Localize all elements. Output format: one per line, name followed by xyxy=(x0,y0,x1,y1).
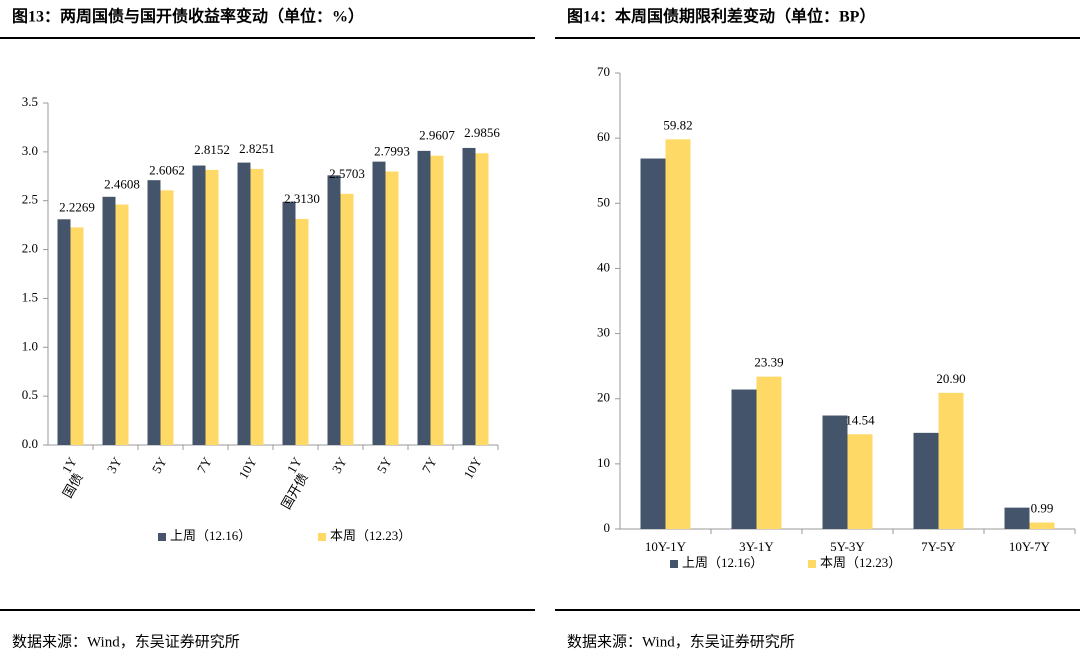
bar xyxy=(250,168,264,445)
bar xyxy=(417,150,431,445)
data-label: 23.39 xyxy=(754,355,783,370)
data-label: 20.90 xyxy=(936,371,965,386)
bar xyxy=(237,162,251,445)
bar xyxy=(57,219,71,445)
y-tick-label: 1.0 xyxy=(22,338,38,353)
data-label: 14.54 xyxy=(845,412,875,427)
y-tick-label: 3.5 xyxy=(22,94,38,109)
y-tick-label: 40 xyxy=(597,259,610,274)
x-tick-label: 1Y xyxy=(284,454,305,476)
bar xyxy=(756,376,782,529)
data-label: 2.9856 xyxy=(464,125,500,140)
y-tick-label: 60 xyxy=(597,129,610,144)
bar xyxy=(822,415,848,529)
y-tick-label: 2.0 xyxy=(22,241,38,256)
legend-swatch xyxy=(318,533,326,541)
data-label: 2.8251 xyxy=(239,141,275,156)
y-tick-label: 50 xyxy=(597,194,610,209)
x-tick-label: 7Y-5Y xyxy=(921,539,956,554)
bar xyxy=(147,180,161,446)
y-tick-label: 70 xyxy=(597,64,610,79)
bar xyxy=(70,227,84,445)
chart-title: 图14：本周国债期限利差变动（单位：BP） xyxy=(567,7,875,26)
bar xyxy=(640,158,666,529)
bar xyxy=(385,171,399,446)
bar xyxy=(1004,507,1030,529)
bar xyxy=(913,432,939,529)
y-tick-label: 0 xyxy=(604,520,611,535)
x-tick-label: 3Y xyxy=(329,454,350,476)
data-label: 2.3130 xyxy=(284,191,320,206)
bar xyxy=(160,190,174,445)
y-tick-label: 10 xyxy=(597,455,610,470)
x-tick-label: 3Y xyxy=(104,454,125,476)
x-tick-label: 10Y-7Y xyxy=(1009,539,1051,554)
data-label: 2.9607 xyxy=(419,128,455,143)
bar xyxy=(295,218,309,445)
data-label: 2.2269 xyxy=(59,199,95,214)
x-group-label: 国债 xyxy=(60,470,86,500)
x-group-label: 国开债 xyxy=(278,470,310,511)
bar xyxy=(847,434,873,529)
x-tick-label: 10Y xyxy=(235,454,259,481)
x-tick-label: 10Y xyxy=(460,454,484,481)
x-tick-label: 10Y-1Y xyxy=(645,539,687,554)
bar xyxy=(282,201,296,445)
y-tick-label: 20 xyxy=(597,390,610,405)
bar xyxy=(475,153,489,445)
legend-swatch xyxy=(808,560,816,568)
y-tick-label: 0.5 xyxy=(22,387,38,402)
bar xyxy=(938,392,964,529)
bar xyxy=(115,204,129,445)
legend-label: 本周（12.23） xyxy=(820,555,901,570)
bar xyxy=(327,175,341,445)
data-label: 2.8152 xyxy=(194,142,230,157)
legend-swatch xyxy=(158,533,166,541)
x-tick-label: 7Y xyxy=(419,454,440,476)
legend-label: 上周（12.16） xyxy=(682,555,763,570)
data-label: 2.4608 xyxy=(104,177,140,192)
bar xyxy=(665,139,691,529)
chart-title: 图13：两周国债与国开债收益率变动（单位：%） xyxy=(12,7,364,26)
bar xyxy=(731,389,757,529)
x-tick-label: 5Y xyxy=(149,454,170,476)
x-tick-label: 1Y xyxy=(59,454,80,476)
x-tick-label: 5Y-3Y xyxy=(830,539,865,554)
y-tick-label: 30 xyxy=(597,325,610,340)
bar xyxy=(430,155,444,445)
y-tick-label: 2.5 xyxy=(22,192,38,207)
data-label: 2.7993 xyxy=(374,143,410,158)
bar xyxy=(205,169,219,446)
y-tick-label: 0.0 xyxy=(22,436,38,451)
bar xyxy=(192,165,206,445)
data-label: 0.99 xyxy=(1031,501,1054,516)
x-tick-label: 7Y xyxy=(194,454,215,476)
data-label: 59.82 xyxy=(663,117,692,132)
source: 数据来源：Wind，东吴证券研究所 xyxy=(567,633,795,650)
legend-label: 上周（12.16） xyxy=(170,528,251,543)
source: 数据来源：Wind，东吴证券研究所 xyxy=(12,633,240,650)
bar xyxy=(340,193,354,445)
bar xyxy=(372,161,386,445)
x-tick-label: 5Y xyxy=(374,454,395,476)
y-tick-label: 1.5 xyxy=(22,289,38,304)
bar xyxy=(462,147,476,445)
y-tick-label: 3.0 xyxy=(22,143,38,158)
x-tick-label: 3Y-1Y xyxy=(739,539,774,554)
legend-label: 本周（12.23） xyxy=(330,528,411,543)
data-label: 2.6062 xyxy=(149,162,185,177)
data-label: 2.5703 xyxy=(329,166,365,181)
bar xyxy=(1029,522,1055,529)
bar xyxy=(102,196,116,445)
legend-swatch xyxy=(670,560,678,568)
